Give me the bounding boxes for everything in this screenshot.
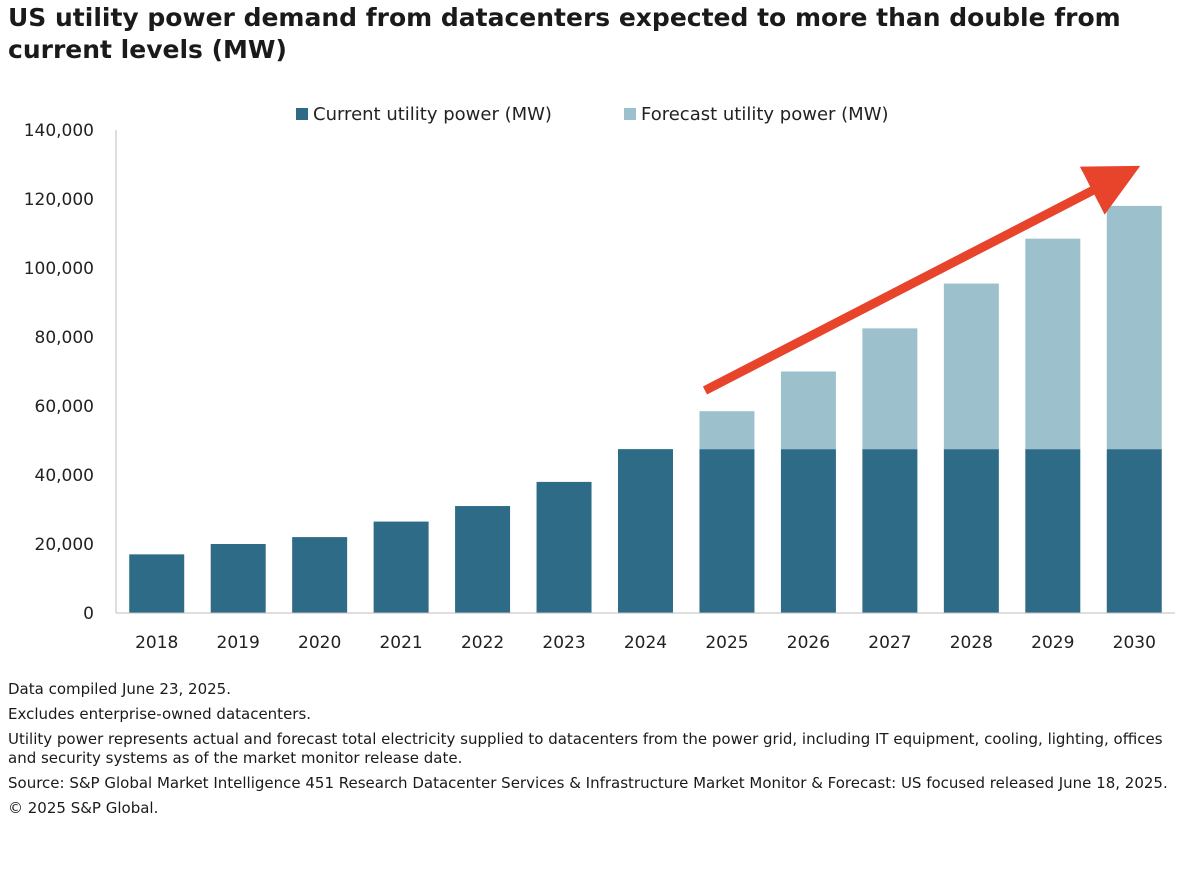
x-tick-label: 2022 (461, 633, 504, 653)
x-tick-label: 2026 (787, 633, 830, 653)
y-tick-label: 40,000 (35, 466, 94, 486)
y-tick-label: 80,000 (35, 328, 94, 348)
x-tick-label: 2024 (624, 633, 667, 653)
bar-current (373, 521, 429, 613)
note-definition: Utility power represents actual and fore… (8, 730, 1163, 767)
bar-current (129, 554, 185, 613)
legend-label: Current utility power (MW) (313, 104, 552, 125)
x-tick-label: 2029 (1031, 633, 1074, 653)
legend: Current utility power (MW) Forecast utili… (296, 104, 889, 125)
bar-forecast (1106, 205, 1162, 450)
stacked-bar-chart: Current utility power (MW) Forecast utili… (24, 104, 1175, 653)
bar-current (1025, 449, 1081, 613)
x-tick-label: 2019 (217, 633, 260, 653)
bar-current (210, 544, 266, 613)
trend-arrow (702, 165, 1141, 395)
bar-current (699, 449, 755, 613)
x-tick-label: 2027 (868, 633, 911, 653)
legend-swatch (296, 108, 308, 120)
y-tick-label: 140,000 (24, 121, 94, 141)
bar-forecast (780, 371, 836, 450)
bar-forecast (1025, 238, 1081, 450)
bar-current (1106, 449, 1162, 613)
x-tick-label: 2018 (135, 633, 178, 653)
x-tick-label: 2021 (379, 633, 422, 653)
chart-title: US utility power demand from datacenters… (8, 3, 1121, 64)
x-tick-label: 2023 (542, 633, 585, 653)
x-tick-label: 2025 (705, 633, 748, 653)
bar-current (862, 449, 918, 613)
y-tick-label: 20,000 (35, 535, 94, 555)
note-date: Data compiled June 23, 2025. (8, 680, 231, 698)
bar-current (618, 449, 673, 613)
note-exclusion: Excludes enterprise-owned datacenters. (8, 705, 312, 723)
y-tick-label: 60,000 (35, 397, 94, 417)
bars (129, 205, 1162, 613)
note-copyright: © 2025 S&P Global. (8, 799, 159, 817)
y-tick-label: 100,000 (24, 259, 94, 279)
bar-current (455, 506, 511, 613)
y-tick-label: 0 (83, 604, 94, 624)
y-axis: 0 20,000 40,000 60,000 80,000 100,000 120,000 1… (24, 121, 117, 624)
bar-current (292, 537, 348, 613)
x-tick-label: 2020 (298, 633, 341, 653)
footnotes: Data compiled June 23, 2025. Excludes en… (8, 680, 1188, 824)
bar-forecast (862, 328, 918, 450)
legend-label: Forecast utility power (MW) (641, 104, 889, 125)
bar-current (943, 449, 999, 613)
x-tick-label: 2030 (1113, 633, 1156, 653)
bar-forecast (943, 283, 999, 450)
bar-forecast (699, 411, 755, 450)
x-tick-label: 2028 (950, 633, 993, 653)
legend-swatch (624, 108, 636, 120)
y-tick-label: 120,000 (24, 190, 94, 210)
bar-current (780, 449, 836, 613)
bar-current (536, 481, 592, 613)
note-source: Source: S&P Global Market Intelligence 4… (8, 774, 1168, 792)
x-axis: 2018 2019 2020 2021 2022 2023 2024 2025 2026 2027… (116, 612, 1175, 653)
